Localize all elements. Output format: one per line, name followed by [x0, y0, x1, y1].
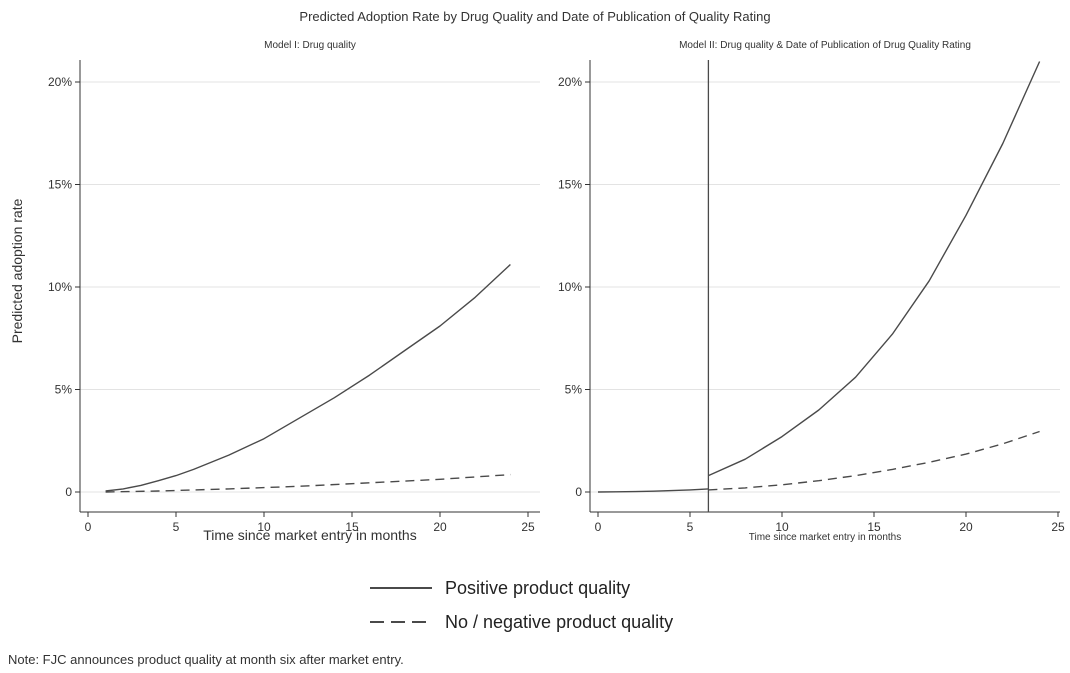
- legend-item-positive: Positive product quality: [370, 574, 630, 602]
- solid-line-swatch: [370, 587, 432, 589]
- x-tick-label: 15: [867, 520, 881, 534]
- chart-model-1: 0 5% 10% 15% 20% 0 5 10 15 20 25 Model I: Drug qual…: [9, 40, 540, 543]
- y-axis-label: Predicted adoption rate: [9, 198, 25, 343]
- y-tick-label: 0: [575, 485, 582, 499]
- x-tick-label: 25: [521, 520, 535, 534]
- subplot-title: Model II: Drug quality & Date of Publica…: [679, 40, 971, 51]
- series-line-positive: [597, 488, 709, 493]
- x-tick-label: 5: [687, 520, 694, 534]
- x-axis-label: Time since market entry in months: [749, 532, 901, 543]
- series-line-positive: [708, 61, 1041, 477]
- y-tick-label: 5%: [55, 383, 73, 397]
- y-tick-label: 10%: [558, 280, 582, 294]
- series-line-negative: [708, 430, 1040, 491]
- x-tick-label: 20: [433, 520, 447, 534]
- x-tick-label: 0: [85, 520, 92, 534]
- figure-title: Predicted Adoption Rate by Drug Quality …: [299, 9, 771, 24]
- x-tick-label: 0: [595, 520, 602, 534]
- y-tick-label: 10%: [48, 280, 72, 294]
- x-tick-label: 10: [257, 520, 271, 534]
- footnote: Note: FJC announces product quality at m…: [8, 652, 404, 667]
- dashed-line-swatch: [370, 621, 432, 623]
- x-axis-label: Time since market entry in months: [203, 527, 416, 543]
- subplot-title: Model I: Drug quality: [264, 40, 356, 51]
- x-tick-label: 20: [959, 520, 973, 534]
- series-line-positive: [105, 263, 511, 492]
- legend-item-negative: No / negative product quality: [370, 608, 673, 636]
- y-tick-label: 5%: [565, 383, 583, 397]
- legend-label-positive: Positive product quality: [445, 577, 631, 598]
- y-tick-label: 20%: [48, 75, 72, 89]
- x-tick-label: 15: [345, 520, 359, 534]
- x-tick-label: 10: [775, 520, 789, 534]
- y-tick-label: 20%: [558, 75, 582, 89]
- legend-label-negative: No / negative product quality: [445, 611, 674, 632]
- series-line-negative: [105, 473, 511, 493]
- chart-model-2: 0 5% 10% 15% 20% 0 5 10 15 20 25 Model II: Drug qua…: [558, 40, 1065, 543]
- legend: Positive product quality No / negative p…: [370, 574, 770, 644]
- y-tick-label: 15%: [558, 178, 582, 192]
- y-tick-label: 15%: [48, 178, 72, 192]
- x-tick-label: 25: [1051, 520, 1065, 534]
- y-tick-label: 0: [65, 485, 72, 499]
- x-tick-label: 5: [173, 520, 180, 534]
